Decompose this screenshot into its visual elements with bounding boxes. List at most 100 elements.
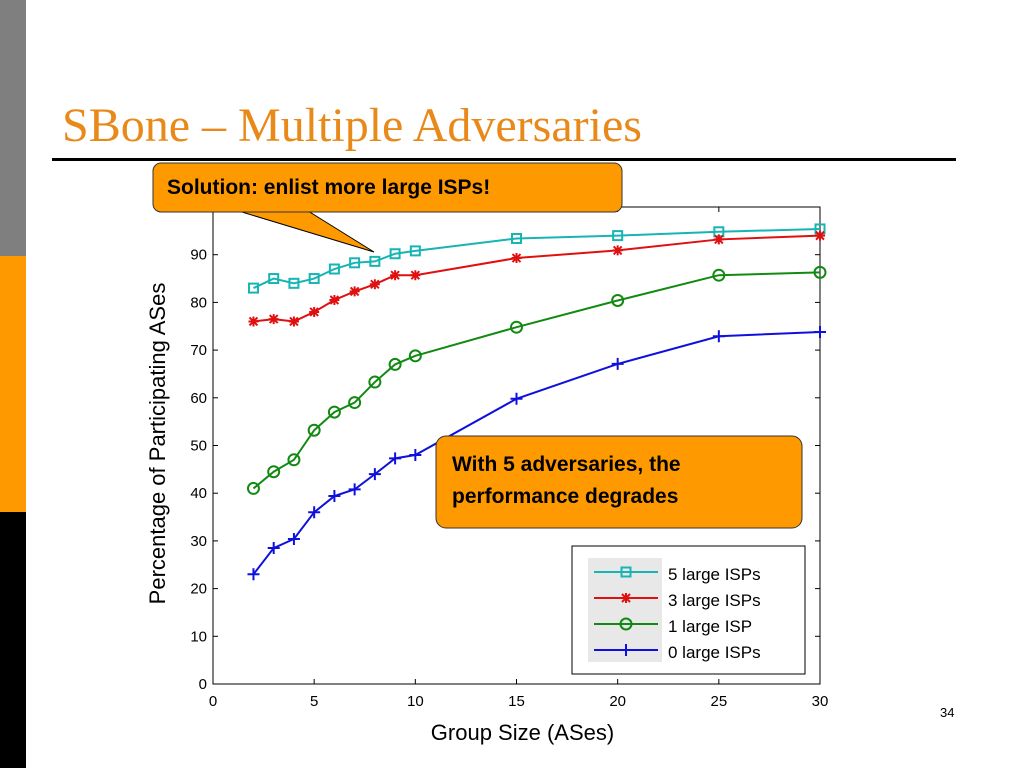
series-5-large-isps-point [349,257,361,269]
series-5-large-isps-point [288,277,300,289]
callout-bottom-box [435,435,803,529]
series-3-large-isps-point [713,234,724,245]
series-3-large-isps-point [248,316,259,327]
legend-marker [620,644,632,656]
series-0-large-isps [247,325,826,581]
series-3-large-isps-point [410,270,421,281]
legend-label: 0 large ISPs [668,643,761,662]
series-0-large-isps-point [409,449,422,462]
series-3-large-isps-point [815,230,825,241]
y-tick-label: 60 [190,390,207,407]
series-1-large-isp-point [287,453,301,467]
legend-marker [621,593,631,603]
x-tick-label: 10 [407,693,424,710]
series-1-large-isp-point [348,396,362,410]
callout-bottom-text-line1: With 5 adversaries, the [452,453,681,476]
series-3-large-isps-point [288,316,299,327]
series-1-large-isp-point [510,320,523,334]
series-3-large-isps-point [612,245,623,256]
x-axis-label: Group Size (ASes) [431,720,614,745]
legend-0-large-isps: 0 large ISPs [594,643,761,662]
series-1-large-isp-point [813,265,827,279]
series-1-large-isp-line [252,271,821,490]
callout-top-joint [223,205,299,211]
y-tick-label: 40 [190,485,207,502]
series-0-large-isps-point [328,490,341,503]
series-3-large-isps-point [390,270,401,281]
x-tick-label: 5 [310,693,318,710]
title-rule [52,158,956,161]
series-1-large-isp-point [246,481,260,495]
series-0-large-isps-point [814,325,826,338]
y-tick-label: 50 [190,438,207,455]
series-3-large-isps-point [268,314,279,325]
legend-label: 1 large ISP [668,617,752,636]
legend-3-large-isps: 3 large ISPs [594,591,761,610]
legend-marker [619,617,633,631]
series-5-large-isps-point [268,273,280,285]
series-3-large-isps-point [511,253,522,264]
slide-title: SBone – Multiple Adversaries [62,99,642,152]
series-1-large-isp-point [611,293,625,307]
series-1-large-isp-point [368,375,382,389]
series-1-large-isp-point [712,268,726,282]
callout-top-text: Solution: enlist more large ISPs! [167,176,490,199]
y-tick-label: 0 [199,676,207,693]
callout-bottom-text-line2: performance degrades [452,485,678,508]
side-bar-orange [0,256,26,512]
series-5-large-isps [247,223,826,294]
callout-top: Solution: enlist more large ISPs! [152,162,623,253]
x-tick-label: 20 [609,693,626,710]
series-0-large-isps-point [247,568,260,581]
legend-5-large-isps: 5 large ISPs [594,565,761,584]
y-tick-label: 70 [190,342,207,359]
series-5-large-isps-point [612,230,624,242]
side-bar-black [0,512,26,768]
series-3-large-isps [248,230,825,327]
series-1-large-isp-point [408,349,422,363]
y-tick-label: 30 [190,533,207,550]
legend-label: 5 large ISPs [668,565,761,584]
side-bar-gray [0,0,26,256]
callout-bottom: With 5 adversaries, the performance degra… [435,435,803,529]
series-5-large-isps-point [328,263,340,275]
series-0-large-isps-point [348,483,361,496]
series-0-large-isps-point [510,392,523,405]
series-5-large-isps-point [369,255,381,267]
y-axis-label: Percentage of Participating ASes [145,283,170,605]
series-0-large-isps-point [287,532,300,545]
series-5-large-isps-point [511,232,522,244]
x-tick-label: 0 [209,693,217,710]
y-tick-label: 10 [190,628,207,645]
series-0-large-isps-point [611,357,624,370]
series-0-large-isps-point [368,468,381,481]
series-5-large-isps-point [247,282,259,294]
series-0-large-isps-point [308,506,321,519]
series-1-large-isp-point [327,405,341,419]
series-5-large-isps-point [308,273,320,285]
series-1-large-isp-point [388,357,402,371]
series-0-large-isps-point [712,330,725,343]
legend-marker [620,566,632,578]
series-0-large-isps-point [389,452,402,465]
series-3-large-isps-point [309,306,320,317]
x-tick-label: 30 [812,693,829,710]
legend: 5 large ISPs 3 large ISPs 1 large ISP 0 lar… [571,545,806,675]
series-5-large-isps-point [389,248,401,260]
series-3-large-isps-point [349,286,360,297]
series-5-large-isps-point [409,245,421,257]
series-1-large-isp-point [267,465,281,479]
series-3-large-isps-point [369,279,380,290]
y-tick-label: 90 [190,247,207,264]
legend-label: 3 large ISPs [668,591,761,610]
series-1-large-isp-point [307,423,321,437]
series-5-large-isps-line [253,227,821,289]
legend-1-large-isp: 1 large ISP [594,617,752,636]
series-3-large-isps-point [329,295,340,306]
page-number: 34 [940,705,955,720]
series-0-large-isps-point [267,542,280,555]
y-tick-label: 80 [190,294,207,311]
x-tick-label: 15 [508,693,525,710]
series-1-large-isp [246,265,827,495]
